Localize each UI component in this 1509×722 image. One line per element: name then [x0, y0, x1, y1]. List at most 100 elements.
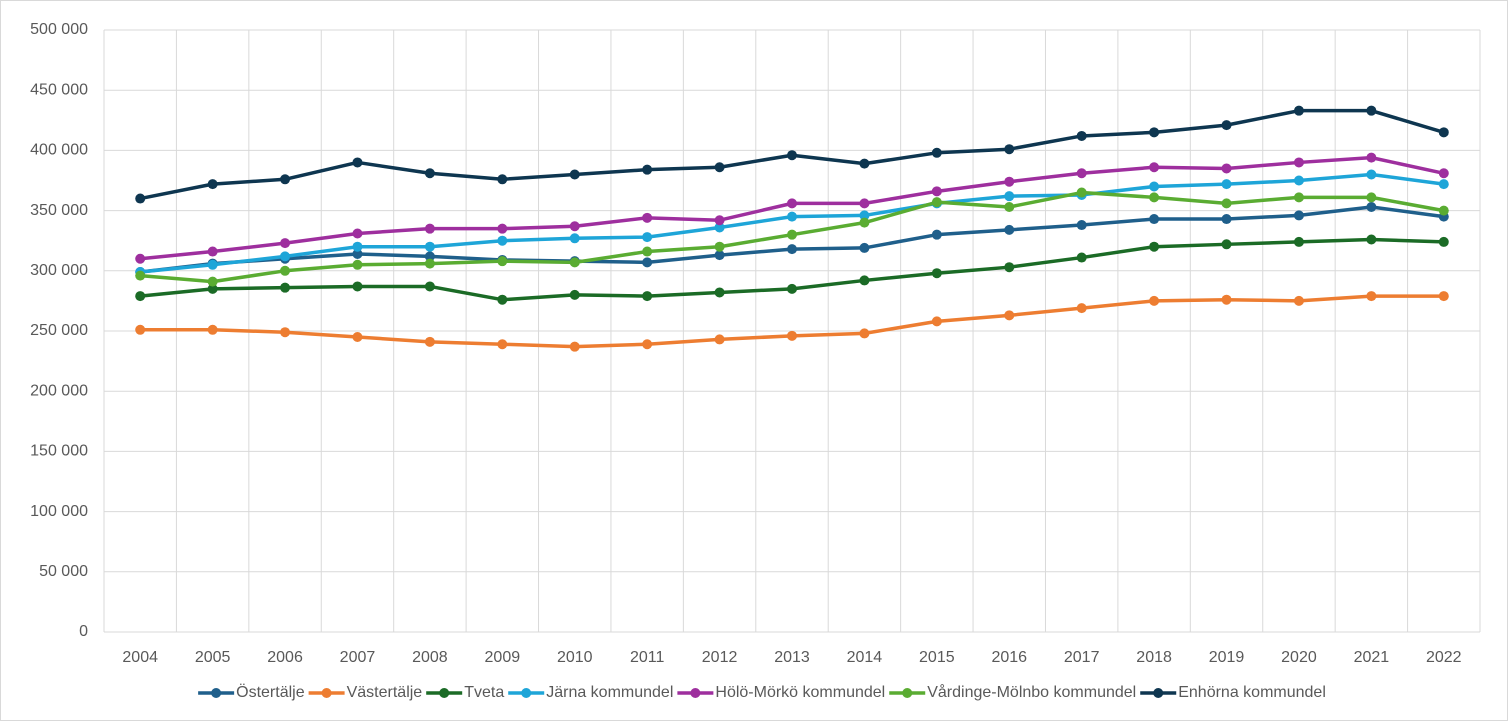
data-point [207, 259, 218, 270]
x-tick-label: 2006 [267, 649, 303, 666]
data-point [352, 281, 363, 292]
legend-marker [211, 688, 222, 698]
data-point [1293, 157, 1304, 168]
data-point [714, 334, 725, 345]
y-tick-label: 350 000 [30, 202, 88, 219]
data-point [859, 328, 870, 339]
data-point [787, 244, 797, 255]
data-point [787, 211, 797, 222]
data-point [497, 256, 508, 267]
y-tick-label: 450 000 [30, 81, 88, 98]
data-point [135, 291, 146, 302]
y-tick-label: 50 000 [39, 563, 88, 580]
x-tick-label: 2011 [630, 649, 665, 666]
legend-marker [1153, 688, 1164, 698]
data-point [1149, 162, 1160, 173]
data-point [1293, 295, 1304, 306]
legend: Östertälje Västertälje Tveta Järna kommunde… [198, 683, 1326, 701]
y-tick-label: 150 000 [30, 443, 88, 460]
legend-marker [439, 688, 450, 698]
x-tick-label: 2017 [1064, 649, 1100, 666]
data-point [352, 157, 363, 168]
data-point [424, 251, 435, 262]
legend-label: Tveta [464, 684, 504, 701]
x-tick-label: 2013 [774, 649, 810, 666]
data-point [135, 270, 146, 281]
data-point [642, 246, 653, 257]
data-point [1293, 175, 1304, 186]
data-point [497, 339, 508, 350]
data-point [1004, 191, 1015, 202]
data-point [714, 222, 725, 233]
x-tick-label: 2016 [991, 649, 1027, 666]
data-point [931, 229, 942, 240]
data-point [1293, 210, 1304, 221]
legend-label: Vårdinge-Mölnbo kommundel [927, 683, 1136, 701]
data-point [1076, 220, 1087, 231]
data-point [642, 164, 653, 175]
data-point [859, 158, 870, 169]
data-point [1149, 241, 1160, 252]
x-tick-label: 2008 [412, 649, 448, 666]
x-tick-label: 2018 [1136, 649, 1172, 666]
data-point [352, 228, 363, 239]
data-point [859, 210, 870, 221]
data-point [1076, 130, 1087, 141]
data-point [1076, 187, 1087, 198]
data-point [207, 276, 218, 287]
data-point [1293, 236, 1304, 247]
data-point [1221, 120, 1232, 131]
data-point [931, 316, 942, 327]
data-point [714, 215, 725, 226]
data-point [135, 253, 146, 264]
data-point [1366, 201, 1377, 212]
data-point [1293, 105, 1304, 116]
data-point [424, 241, 435, 252]
data-point [1221, 163, 1232, 174]
data-point [714, 162, 725, 173]
data-point [714, 250, 725, 261]
data-point [497, 223, 508, 234]
data-point [931, 186, 942, 197]
data-point [280, 251, 291, 262]
x-tick-label: 2020 [1281, 649, 1317, 666]
data-point [497, 174, 508, 185]
x-tick-label: 2004 [122, 649, 158, 666]
data-point [931, 268, 942, 279]
y-tick-label: 0 [79, 623, 88, 640]
data-point [352, 332, 363, 343]
data-point [1366, 169, 1377, 180]
data-point [1149, 181, 1160, 192]
data-point [642, 257, 653, 268]
data-point [352, 259, 363, 270]
data-point [1438, 179, 1449, 190]
data-point [207, 283, 218, 294]
data-point [424, 258, 435, 269]
data-point [135, 193, 146, 204]
data-point [1149, 127, 1160, 138]
data-point [1004, 201, 1015, 212]
data-point [207, 246, 218, 257]
data-point [1438, 127, 1449, 138]
legend-label: Hölö-Mörkö kommundel [715, 684, 885, 701]
data-point [1366, 152, 1377, 163]
data-point [787, 330, 797, 341]
legend-label: Enhörna kommundel [1178, 684, 1326, 701]
data-point [424, 281, 435, 292]
data-point [787, 198, 797, 209]
data-point [424, 223, 435, 234]
data-point [1366, 105, 1377, 116]
data-point [280, 327, 291, 338]
data-point [642, 232, 653, 243]
data-point [1004, 224, 1015, 235]
data-point [1438, 205, 1449, 216]
data-point [787, 229, 797, 240]
data-point [1221, 294, 1232, 305]
data-point [1004, 176, 1015, 187]
x-tick-label: 2007 [340, 649, 376, 666]
data-point [714, 241, 725, 252]
legend-marker [690, 688, 701, 698]
data-point [859, 198, 870, 209]
data-point [1076, 303, 1087, 314]
data-point [280, 265, 291, 276]
